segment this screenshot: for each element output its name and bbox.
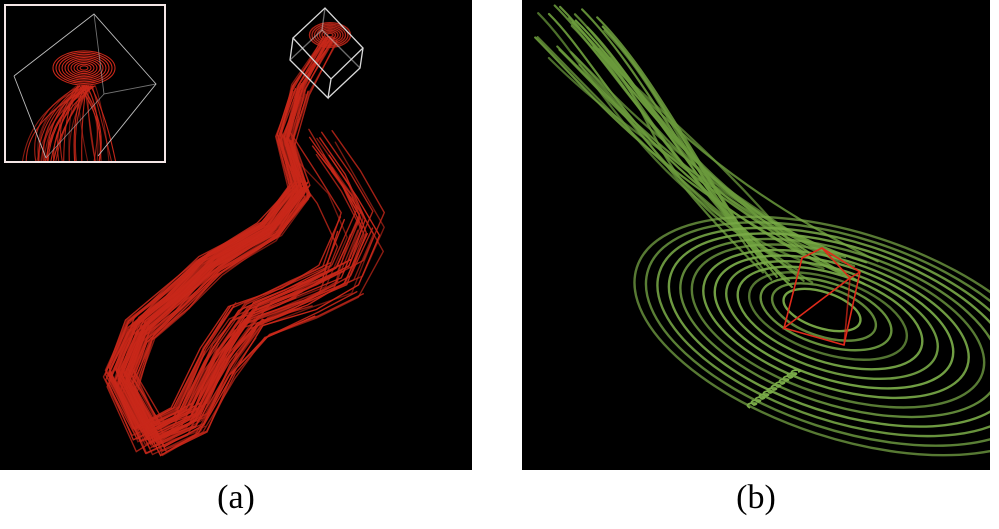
panel-a-streamlines-red	[0, 0, 472, 470]
inset-streamline-bundle	[21, 50, 117, 161]
caption-b: (b)	[736, 479, 776, 516]
inset-render	[13, 13, 157, 161]
seed-box-wireframe	[289, 7, 364, 100]
panel-b-streamlines-green	[522, 0, 990, 470]
caption-a: (a)	[217, 479, 255, 516]
panel-a-render	[102, 7, 386, 457]
inset-zoom-view	[4, 4, 166, 163]
panel-b-render	[534, 4, 990, 457]
green-vortex-rings	[633, 215, 990, 457]
inset-box-wireframe	[13, 13, 157, 159]
red-streamline-bundle	[102, 22, 386, 457]
seed-box-red-wireframe	[782, 247, 861, 347]
